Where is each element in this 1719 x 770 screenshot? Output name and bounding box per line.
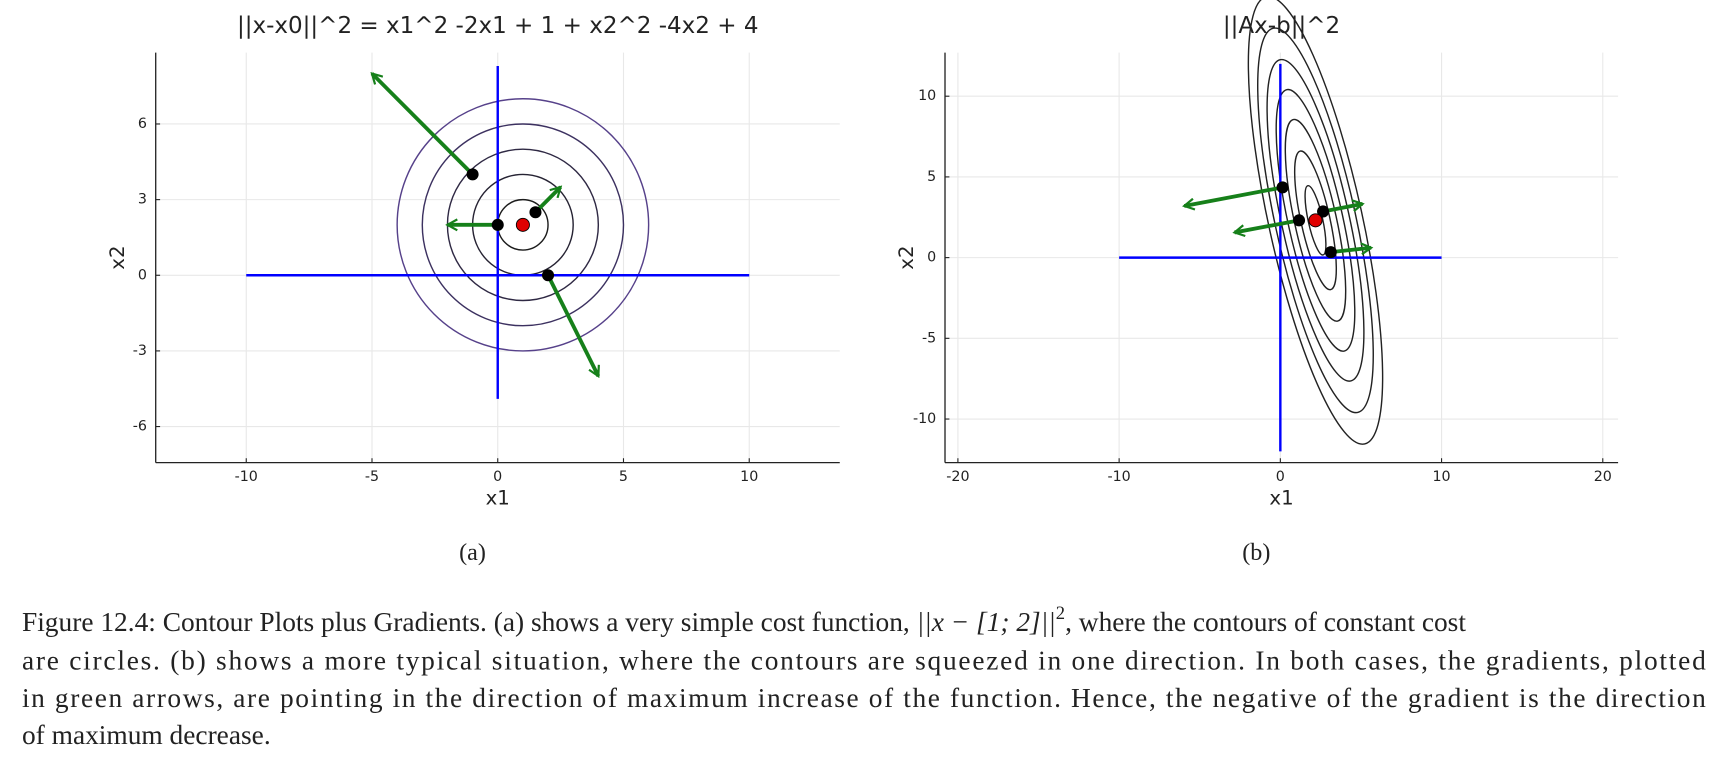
contour: [1284, 118, 1347, 322]
chart-title: ||Ax-b||^2: [1223, 13, 1340, 39]
y-tick-label: 0: [927, 250, 936, 266]
gradient-arrow: [1322, 204, 1362, 214]
x-tick-label: -10: [1107, 469, 1130, 485]
contour: [421, 123, 625, 327]
y-tick-label: 3: [138, 192, 147, 208]
contour: [1275, 88, 1356, 352]
x-tick-label: -5: [365, 469, 379, 485]
y-tick-label: 6: [138, 116, 147, 132]
x-tick-label: -20: [946, 469, 969, 485]
gradient-arrow: [1330, 248, 1371, 252]
chart-title: ||x-x0||^2 = x1^2 -2x1 + 1 + x2^2 -4x2 +…: [237, 13, 759, 39]
gradient-arrow: [372, 74, 474, 176]
caption-text: Figure 12.4: Contour Plots plus Gradient…: [22, 607, 917, 637]
caption-math-power: 2: [1056, 603, 1065, 624]
x-tick-label: 5: [619, 469, 628, 485]
x-tick-label: 0: [1276, 469, 1285, 485]
point: [1324, 246, 1337, 259]
point: [1317, 205, 1330, 218]
x-tick-label: 0: [493, 469, 502, 485]
point: [1293, 214, 1306, 227]
y-tick-label: -10: [913, 411, 936, 427]
y-tick-label: -5: [922, 330, 936, 346]
panel-label: (b): [1242, 540, 1270, 566]
x-axis-label: x1: [1269, 486, 1293, 509]
y-tick-label: 10: [918, 88, 936, 104]
contour: [1304, 184, 1327, 256]
x-axis-label: x1: [486, 486, 510, 509]
caption-line: Figure 12.4: Contour Plots plus Gradient…: [22, 603, 1466, 637]
point: [542, 269, 555, 282]
caption-line: of maximum decrease.: [22, 720, 271, 750]
gradient-arrow: [1184, 185, 1283, 206]
x-tick-label: -10: [235, 469, 258, 485]
point: [1276, 181, 1289, 194]
minimum-point: [515, 217, 530, 232]
caption-math: ||x − [1; 2]||: [917, 607, 1056, 637]
x-tick-label: 10: [740, 469, 758, 485]
y-tick-label: 0: [138, 267, 147, 283]
y-tick-label: 5: [927, 169, 936, 185]
point: [466, 168, 479, 181]
caption-text: , where the contours of constant cost: [1065, 607, 1466, 637]
panel-label: (a): [459, 540, 486, 566]
x-tick-label: 20: [1594, 469, 1612, 485]
point: [529, 206, 542, 219]
y-tick-label: -3: [133, 343, 147, 359]
gradient-arrow: [1235, 218, 1300, 232]
contour: [1266, 58, 1365, 382]
y-axis-label: x2: [895, 246, 918, 270]
caption-line: are circles. (b) shows a more typical si…: [22, 646, 1706, 676]
y-tick-label: -6: [133, 419, 147, 435]
point: [491, 218, 504, 231]
y-axis-label: x2: [106, 246, 129, 270]
contour: [396, 98, 650, 352]
x-tick-label: 10: [1432, 469, 1450, 485]
caption-line: in green arrows, are pointing in the dir…: [22, 683, 1706, 713]
gradient-arrow: [546, 274, 601, 376]
minimum-point: [1308, 213, 1323, 228]
